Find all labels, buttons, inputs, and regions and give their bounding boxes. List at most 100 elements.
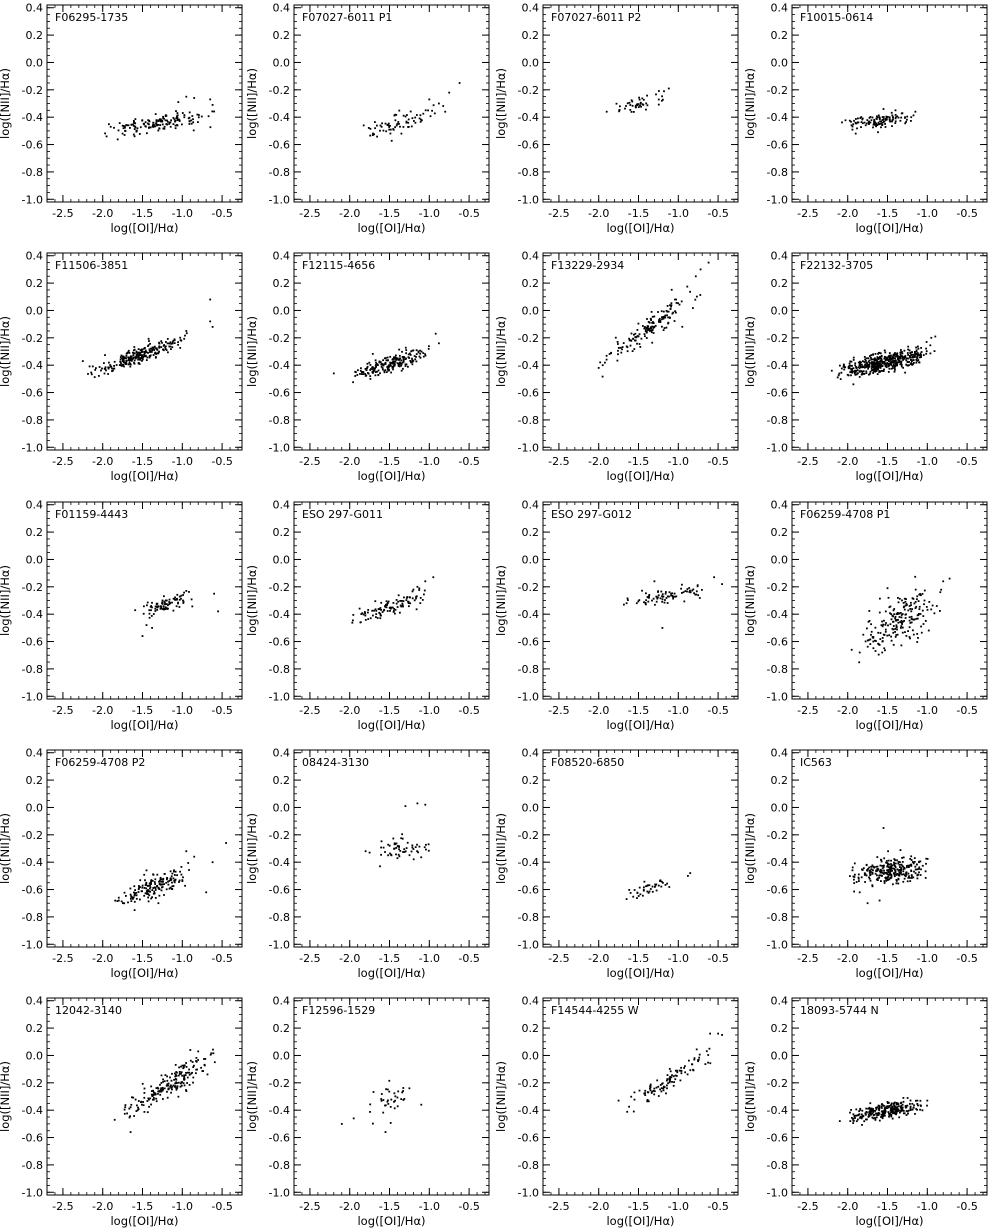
data-point (160, 1087, 163, 1090)
data-point (382, 368, 384, 371)
data-point (389, 1122, 392, 1124)
data-point (662, 1085, 665, 1088)
x-tick-label: -1.0 (668, 455, 689, 468)
y-tick-label: 0.4 (273, 995, 291, 1008)
data-point (388, 128, 391, 131)
y-tick-label: 0.4 (26, 499, 44, 512)
data-point (874, 1110, 876, 1112)
data-point (888, 358, 891, 361)
data-point (176, 874, 178, 877)
data-point (637, 106, 640, 108)
data-point (860, 370, 862, 372)
data-point (897, 874, 900, 877)
data-point (661, 316, 663, 318)
data-point (899, 861, 901, 863)
data-point (929, 344, 932, 347)
data-point (632, 111, 635, 113)
data-point (890, 613, 893, 615)
data-point (645, 331, 648, 334)
data-point (880, 1107, 883, 1109)
data-point (694, 593, 697, 596)
data-point (876, 869, 878, 872)
data-point (152, 873, 154, 876)
y-tick-label: 0.4 (522, 747, 540, 760)
data-point (420, 856, 423, 859)
x-axis-label: log([OI]/Hα) (357, 966, 425, 980)
data-point (877, 131, 879, 134)
y-tick-label: -0.4 (518, 608, 539, 621)
data-point (396, 1105, 399, 1108)
data-point (174, 1082, 176, 1085)
data-point (129, 363, 132, 366)
data-point (652, 597, 655, 600)
data-point (848, 362, 851, 365)
data-point (188, 1068, 190, 1071)
y-axis-label: log([NII]/Hα) (494, 68, 508, 139)
data-point (924, 870, 927, 873)
data-point (137, 1106, 139, 1109)
data-point (113, 126, 115, 129)
data-point (662, 316, 665, 318)
data-point (656, 1079, 659, 1082)
plot-frame (293, 749, 490, 948)
panel-title: 18093-5744 N (800, 1004, 879, 1017)
data-point (886, 873, 889, 875)
data-point (648, 321, 651, 324)
data-point (872, 126, 874, 129)
data-point (164, 606, 167, 609)
data-point (885, 861, 887, 864)
data-point (852, 370, 854, 373)
data-point (393, 1100, 395, 1103)
x-tick-label: -0.5 (458, 455, 479, 468)
data-point (919, 1099, 922, 1102)
data-point (864, 124, 867, 127)
data-point (146, 889, 149, 892)
panel-17: -2.5 -2.0 -1.5 -1.0 -0.50.40.20.0-0.2-0.4-0.… (0, 995, 243, 1228)
plot-frame (542, 252, 739, 451)
data-point (385, 600, 388, 603)
data-point (861, 1116, 863, 1118)
data-point (133, 352, 136, 355)
data-point (908, 354, 911, 357)
data-point (884, 876, 887, 879)
data-point (386, 604, 388, 606)
data-point (635, 602, 638, 605)
data-point (874, 872, 877, 875)
data-point (148, 894, 151, 897)
data-point (379, 361, 382, 363)
data-point (647, 1091, 650, 1094)
data-point (857, 877, 860, 880)
data-point (398, 855, 401, 858)
data-point (912, 114, 915, 117)
data-point (696, 295, 698, 298)
data-point (892, 1112, 894, 1115)
data-point (874, 650, 877, 652)
data-point (885, 872, 888, 874)
data-point (397, 363, 400, 365)
data-point (623, 603, 625, 606)
data-point (922, 354, 925, 356)
data-point (693, 1057, 696, 1060)
data-point (875, 365, 877, 368)
data-point (884, 362, 887, 365)
data-point (916, 598, 918, 601)
y-tick-label: 0.4 (771, 250, 789, 263)
data-point (849, 875, 851, 877)
data-point (865, 1118, 867, 1121)
data-point (668, 886, 671, 888)
y-tick-label: -1.0 (518, 441, 539, 454)
data-point (870, 358, 873, 361)
data-point (375, 364, 377, 366)
y-tick-label: 0.0 (273, 304, 291, 317)
data-point (129, 893, 132, 896)
data-point (881, 1115, 883, 1118)
data-point (920, 868, 922, 871)
data-point (721, 1034, 723, 1036)
data-point (153, 349, 155, 351)
data-point (419, 114, 422, 117)
data-point (404, 363, 407, 366)
data-point (161, 1086, 164, 1089)
x-tick-label: -0.5 (956, 1200, 977, 1213)
data-point (162, 349, 165, 352)
x-tick-label: -1.0 (419, 952, 440, 965)
